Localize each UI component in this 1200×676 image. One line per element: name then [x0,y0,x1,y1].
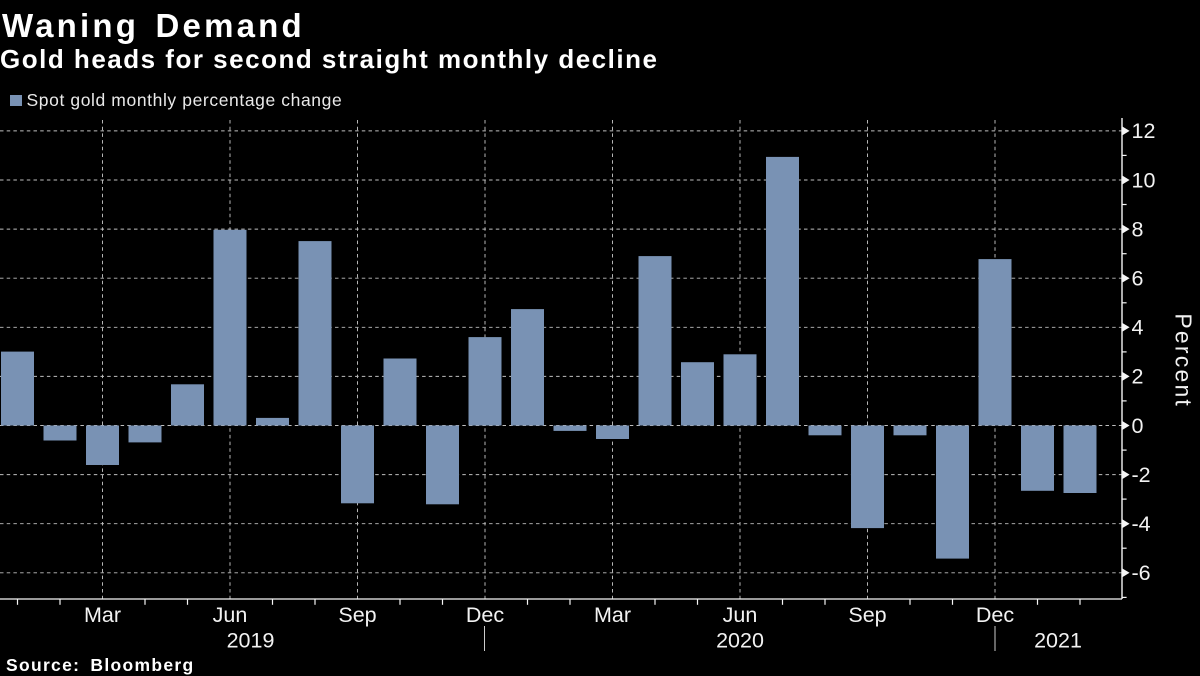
svg-text:2: 2 [1132,365,1144,389]
svg-text:Dec: Dec [466,603,504,627]
svg-text:Dec: Dec [976,603,1014,627]
svg-text:Mar: Mar [84,603,121,627]
svg-text:Sep: Sep [848,603,886,627]
svg-text:2020: 2020 [716,629,764,653]
svg-text:Percent: Percent [1171,313,1197,408]
svg-text:8: 8 [1132,217,1144,241]
svg-text:2019: 2019 [227,629,275,653]
svg-text:-4: -4 [1132,512,1151,536]
svg-text:Sep: Sep [338,603,376,627]
svg-text:6: 6 [1132,267,1144,291]
svg-text:12: 12 [1132,119,1156,143]
svg-text:-6: -6 [1132,561,1151,585]
svg-text:Jun: Jun [723,603,758,627]
svg-text:Jun: Jun [213,603,248,627]
svg-text:10: 10 [1132,168,1156,192]
svg-text:Mar: Mar [594,603,631,627]
svg-text:2021: 2021 [1034,629,1082,653]
svg-text:4: 4 [1132,316,1144,340]
svg-text:-2: -2 [1132,463,1151,487]
svg-text:0: 0 [1132,414,1144,438]
